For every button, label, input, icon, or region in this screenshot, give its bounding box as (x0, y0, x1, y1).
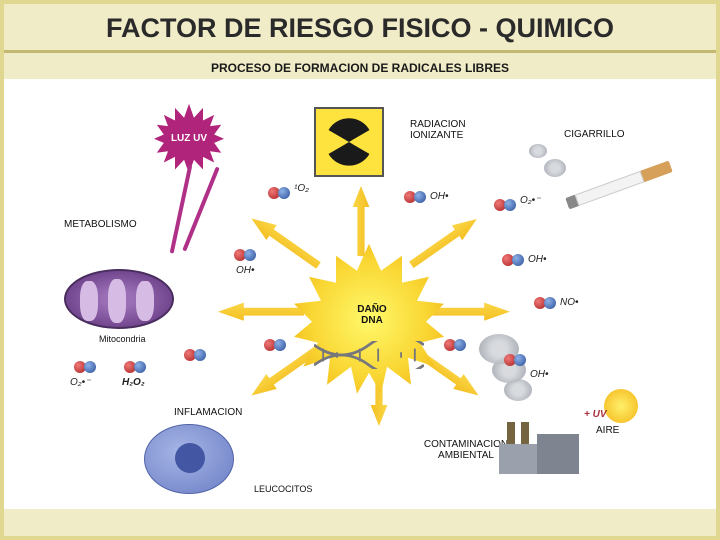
smoke-icon (544, 159, 566, 177)
molecule-icon (534, 297, 556, 309)
radiation-label: RADIACION IONIZANTE (410, 119, 480, 141)
molecule-icon (404, 191, 426, 203)
formula: O₂•⁻ (520, 195, 540, 206)
molecule-icon (494, 199, 516, 211)
diagram-canvas: LUZ UV RADIACION IONIZANTE CIGARRILLO ME… (4, 79, 716, 509)
molecule-icon (268, 187, 290, 199)
inflammation-label: INFLAMACION (174, 407, 242, 418)
trefoil-icon (322, 115, 376, 169)
molecule-icon (502, 254, 524, 266)
formula: O₂•⁻ (70, 377, 90, 388)
title-block: FACTOR DE RIESGO FISICO - QUIMICO (4, 4, 716, 53)
sun-icon (604, 389, 638, 423)
formula: ¹O₂ (294, 183, 309, 194)
formula: OH• (528, 254, 547, 265)
formula: OH• (236, 265, 255, 276)
slide: FACTOR DE RIESGO FISICO - QUIMICO PROCES… (0, 0, 720, 540)
molecule-icon (264, 339, 286, 351)
leukocytes-label: LEUCOCITOS (254, 484, 312, 494)
slide-title: FACTOR DE RIESGO FISICO - QUIMICO (24, 14, 696, 44)
metabolism-label: METABOLISMO (64, 219, 137, 230)
radiation-icon (314, 107, 384, 177)
arrow-ne (404, 208, 484, 275)
center-label: DAÑO DNA (349, 304, 395, 326)
formula: H₂O₂ (122, 377, 145, 388)
air-label: AIRE (596, 425, 619, 436)
factory-icon (499, 419, 579, 474)
uv-label: LUZ UV (171, 133, 207, 144)
arrow-nw (244, 208, 326, 276)
molecule-icon (504, 354, 526, 366)
molecule-icon (74, 361, 96, 373)
slide-subtitle: PROCESO DE FORMACION DE RADICALES LIBRES (4, 61, 716, 75)
leukocyte-icon (144, 424, 234, 494)
formula: OH• (430, 191, 449, 202)
molecule-icon (234, 249, 256, 261)
molecule-icon (184, 349, 206, 361)
mitochondria-icon (64, 269, 174, 329)
mitochondria-label: Mitocondria (99, 334, 146, 344)
cigarette-icon (565, 160, 672, 209)
molecule-icon (124, 361, 146, 373)
uv-plus-formula: + UV (584, 409, 607, 420)
dna-icon (314, 341, 424, 369)
cigar-label: CIGARRILLO (564, 129, 625, 140)
uv-star-icon: LUZ UV (154, 104, 224, 174)
arrow-w (218, 299, 304, 325)
formula: NO• (560, 297, 579, 308)
arrow-e (424, 299, 510, 325)
formula: OH• (530, 369, 549, 380)
smoke-icon (529, 144, 547, 158)
molecule-icon (444, 339, 466, 351)
